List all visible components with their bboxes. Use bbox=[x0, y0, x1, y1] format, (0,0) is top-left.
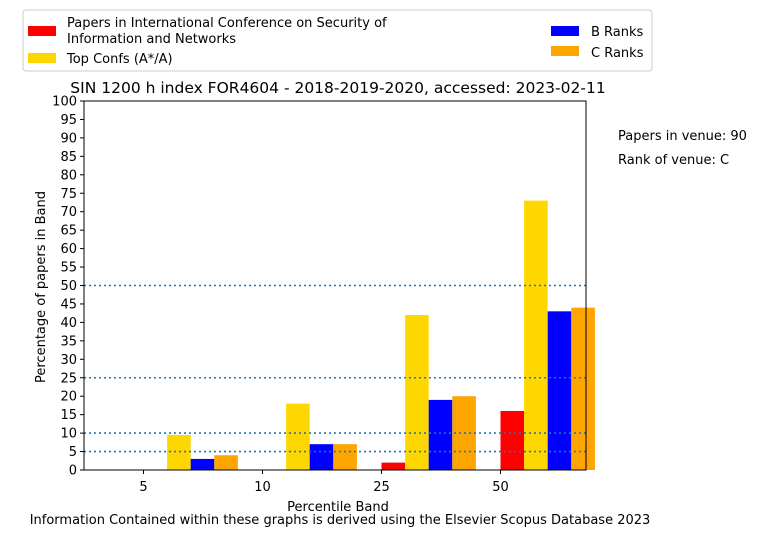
y-tick-label-5: 5 bbox=[69, 445, 77, 460]
bar-5-series-1 bbox=[167, 434, 191, 470]
bar-10-series-3 bbox=[333, 444, 357, 470]
bar-50-series-3 bbox=[571, 307, 595, 470]
bar-50-series-0 bbox=[500, 410, 525, 470]
bar-5-series-2 bbox=[190, 458, 215, 470]
legend-label-c: C Ranks bbox=[591, 46, 644, 61]
y-tick-label-25: 25 bbox=[60, 371, 77, 386]
y-tick-label-100: 100 bbox=[52, 95, 77, 110]
bar-10-series-2 bbox=[309, 444, 334, 470]
legend-swatch-venue bbox=[28, 26, 56, 36]
y-tick-label-95: 95 bbox=[60, 113, 77, 128]
bar-50-series-1 bbox=[524, 200, 548, 470]
legend-label-top: Top Confs (A*/A) bbox=[66, 52, 173, 67]
plot-area: 5 10 25 50 0 5 10 15 20 25 30 35 40 45 50 55 60 65 70 75 80 8… bbox=[52, 95, 595, 495]
y-axis-label: Percentage of papers in Band bbox=[34, 191, 49, 383]
legend-swatch-top bbox=[28, 53, 56, 63]
rank-of-venue-annotation: Rank of venue: C bbox=[618, 153, 729, 168]
x-tick-label-10: 10 bbox=[254, 480, 271, 495]
y-tick-label-65: 65 bbox=[60, 224, 77, 239]
legend: Papers in International Conference on Se… bbox=[22, 9, 653, 72]
y-tick-label-10: 10 bbox=[60, 427, 77, 442]
y-tick-label-75: 75 bbox=[60, 187, 77, 202]
bar-50-series-2 bbox=[547, 311, 572, 470]
y-tick-label-90: 90 bbox=[60, 131, 77, 146]
y-tick-label-85: 85 bbox=[60, 150, 77, 165]
chart-title: SIN 1200 h index FOR4604 - 2018-2019-202… bbox=[70, 79, 605, 97]
bar-25-series-2 bbox=[428, 399, 453, 470]
bar-25-series-0 bbox=[381, 462, 406, 470]
legend-frame bbox=[22, 9, 653, 72]
x-tick-label-25: 25 bbox=[373, 480, 390, 495]
y-tick-label-50: 50 bbox=[60, 279, 77, 294]
legend-swatch-c bbox=[551, 46, 579, 56]
y-tick-label-40: 40 bbox=[60, 316, 77, 331]
y-tick-label-70: 70 bbox=[60, 205, 77, 220]
y-tick-label-15: 15 bbox=[60, 408, 77, 423]
y-tick-label-45: 45 bbox=[60, 297, 77, 312]
x-tick-label-5: 5 bbox=[139, 480, 147, 495]
footer-source-note: Information Contained within these graph… bbox=[30, 513, 651, 528]
y-tick-label-0: 0 bbox=[69, 464, 77, 479]
plot-frame bbox=[83, 100, 587, 471]
y-tick-label-20: 20 bbox=[60, 390, 77, 405]
y-tick-label-30: 30 bbox=[60, 353, 77, 368]
bar-25-series-1 bbox=[405, 315, 429, 470]
y-tick-label-80: 80 bbox=[60, 168, 77, 183]
legend-swatch-b bbox=[551, 26, 579, 36]
bar-10-series-1 bbox=[286, 403, 310, 470]
bar-5-series-3 bbox=[214, 455, 238, 470]
papers-in-venue-annotation: Papers in venue: 90 bbox=[618, 129, 747, 144]
y-tick-label-55: 55 bbox=[60, 261, 77, 276]
y-tick-label-60: 60 bbox=[60, 242, 77, 257]
legend-label-venue-line2: Information and Networks bbox=[67, 32, 236, 47]
x-axis-label: Percentile Band bbox=[287, 500, 389, 515]
legend-label-b: B Ranks bbox=[591, 25, 644, 40]
legend-label-venue-line1: Papers in International Conference on Se… bbox=[67, 16, 387, 31]
x-tick-label-50: 50 bbox=[492, 480, 509, 495]
y-tick-label-35: 35 bbox=[60, 334, 77, 349]
